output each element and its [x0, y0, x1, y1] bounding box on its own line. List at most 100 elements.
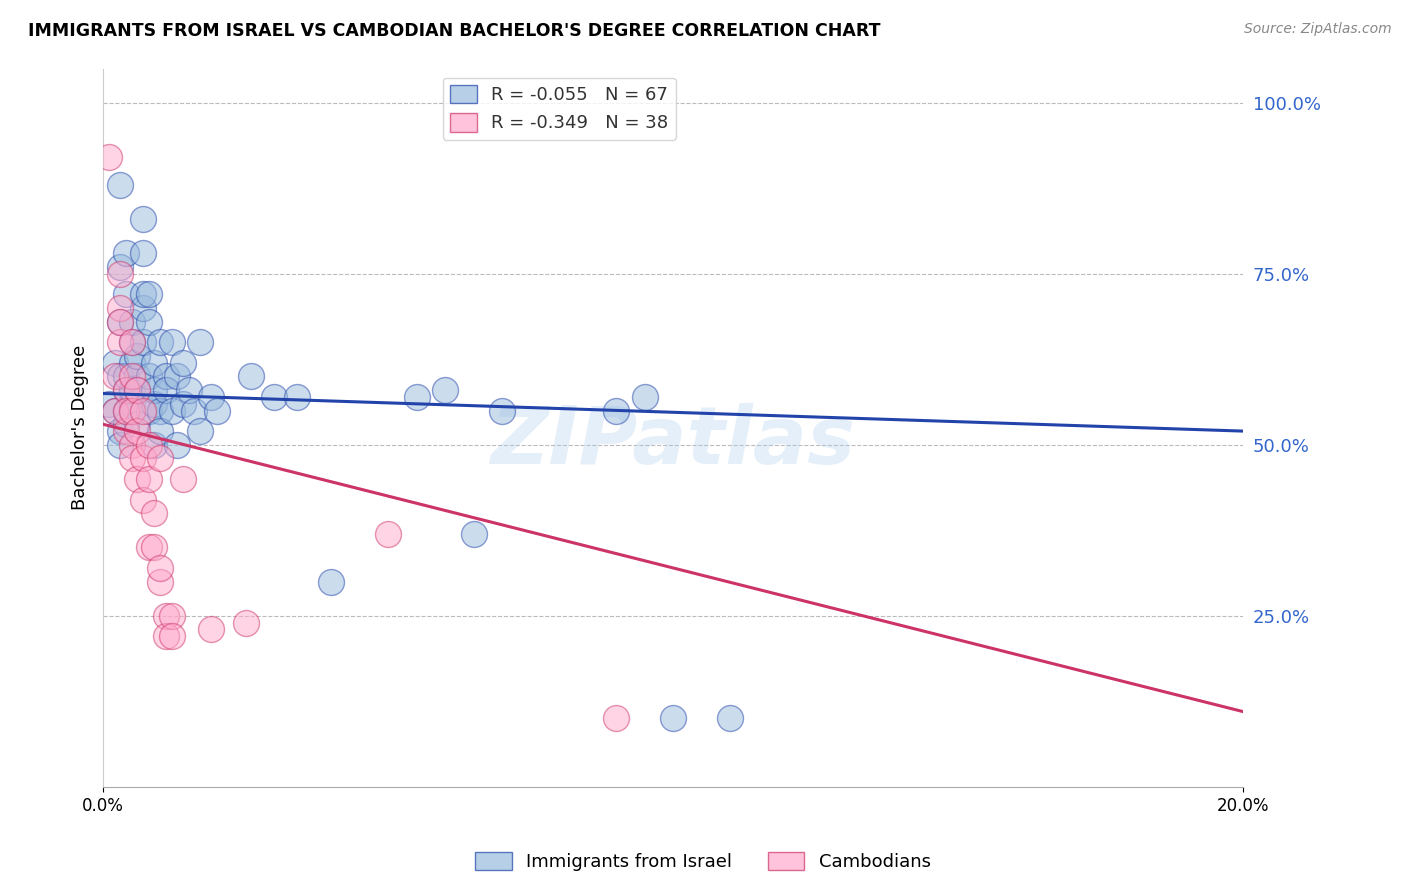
Point	[121, 335, 143, 350]
Point	[138, 403, 160, 417]
Point	[138, 369, 160, 384]
Point	[155, 629, 177, 643]
Point	[132, 287, 155, 301]
Point	[121, 403, 143, 417]
Point	[166, 438, 188, 452]
Point	[103, 369, 125, 384]
Point	[160, 608, 183, 623]
Point	[405, 390, 427, 404]
Point	[183, 403, 205, 417]
Point	[200, 390, 222, 404]
Point	[115, 403, 138, 417]
Point	[263, 390, 285, 404]
Point	[160, 403, 183, 417]
Point	[132, 301, 155, 315]
Point	[149, 451, 172, 466]
Point	[662, 711, 685, 725]
Point	[605, 403, 627, 417]
Point	[121, 315, 143, 329]
Point	[132, 335, 155, 350]
Point	[155, 608, 177, 623]
Point	[115, 369, 138, 384]
Point	[166, 369, 188, 384]
Point	[121, 369, 143, 384]
Point	[138, 287, 160, 301]
Legend: Immigrants from Israel, Cambodians: Immigrants from Israel, Cambodians	[468, 845, 938, 879]
Point	[110, 424, 132, 438]
Y-axis label: Bachelor's Degree: Bachelor's Degree	[72, 345, 89, 510]
Point	[205, 403, 228, 417]
Point	[188, 424, 211, 438]
Point	[110, 438, 132, 452]
Point	[121, 438, 143, 452]
Point	[121, 403, 143, 417]
Point	[115, 287, 138, 301]
Point	[103, 403, 125, 417]
Point	[149, 403, 172, 417]
Point	[149, 424, 172, 438]
Point	[110, 315, 132, 329]
Point	[121, 356, 143, 370]
Point	[121, 335, 143, 350]
Point	[115, 246, 138, 260]
Point	[110, 178, 132, 192]
Point	[115, 383, 138, 397]
Point	[200, 623, 222, 637]
Point	[115, 403, 138, 417]
Point	[110, 267, 132, 281]
Point	[718, 711, 741, 725]
Point	[138, 541, 160, 555]
Point	[110, 335, 132, 350]
Point	[138, 472, 160, 486]
Point	[240, 369, 263, 384]
Point	[132, 246, 155, 260]
Point	[143, 541, 166, 555]
Point	[605, 711, 627, 725]
Point	[138, 438, 160, 452]
Point	[434, 383, 457, 397]
Point	[127, 417, 149, 432]
Point	[633, 390, 655, 404]
Point	[97, 397, 120, 411]
Point	[132, 492, 155, 507]
Point	[110, 369, 132, 384]
Legend: R = -0.055   N = 67, R = -0.349   N = 38: R = -0.055 N = 67, R = -0.349 N = 38	[443, 78, 676, 140]
Point	[172, 397, 194, 411]
Point	[235, 615, 257, 630]
Point	[155, 383, 177, 397]
Point	[132, 451, 155, 466]
Point	[463, 526, 485, 541]
Point	[172, 472, 194, 486]
Text: Source: ZipAtlas.com: Source: ZipAtlas.com	[1244, 22, 1392, 37]
Point	[127, 472, 149, 486]
Point	[110, 301, 132, 315]
Point	[110, 315, 132, 329]
Point	[155, 369, 177, 384]
Point	[285, 390, 308, 404]
Point	[149, 574, 172, 589]
Point	[143, 383, 166, 397]
Point	[127, 369, 149, 384]
Point	[149, 335, 172, 350]
Text: IMMIGRANTS FROM ISRAEL VS CAMBODIAN BACHELOR'S DEGREE CORRELATION CHART: IMMIGRANTS FROM ISRAEL VS CAMBODIAN BACH…	[28, 22, 880, 40]
Point	[121, 383, 143, 397]
Point	[491, 403, 513, 417]
Point	[132, 403, 155, 417]
Point	[115, 383, 138, 397]
Point	[127, 383, 149, 397]
Point	[121, 397, 143, 411]
Point	[188, 335, 211, 350]
Point	[377, 526, 399, 541]
Point	[115, 417, 138, 432]
Point	[127, 349, 149, 363]
Point	[103, 403, 125, 417]
Point	[149, 561, 172, 575]
Point	[143, 356, 166, 370]
Point	[121, 451, 143, 466]
Point	[177, 383, 200, 397]
Point	[138, 315, 160, 329]
Point	[143, 397, 166, 411]
Point	[115, 424, 138, 438]
Point	[160, 629, 183, 643]
Point	[127, 424, 149, 438]
